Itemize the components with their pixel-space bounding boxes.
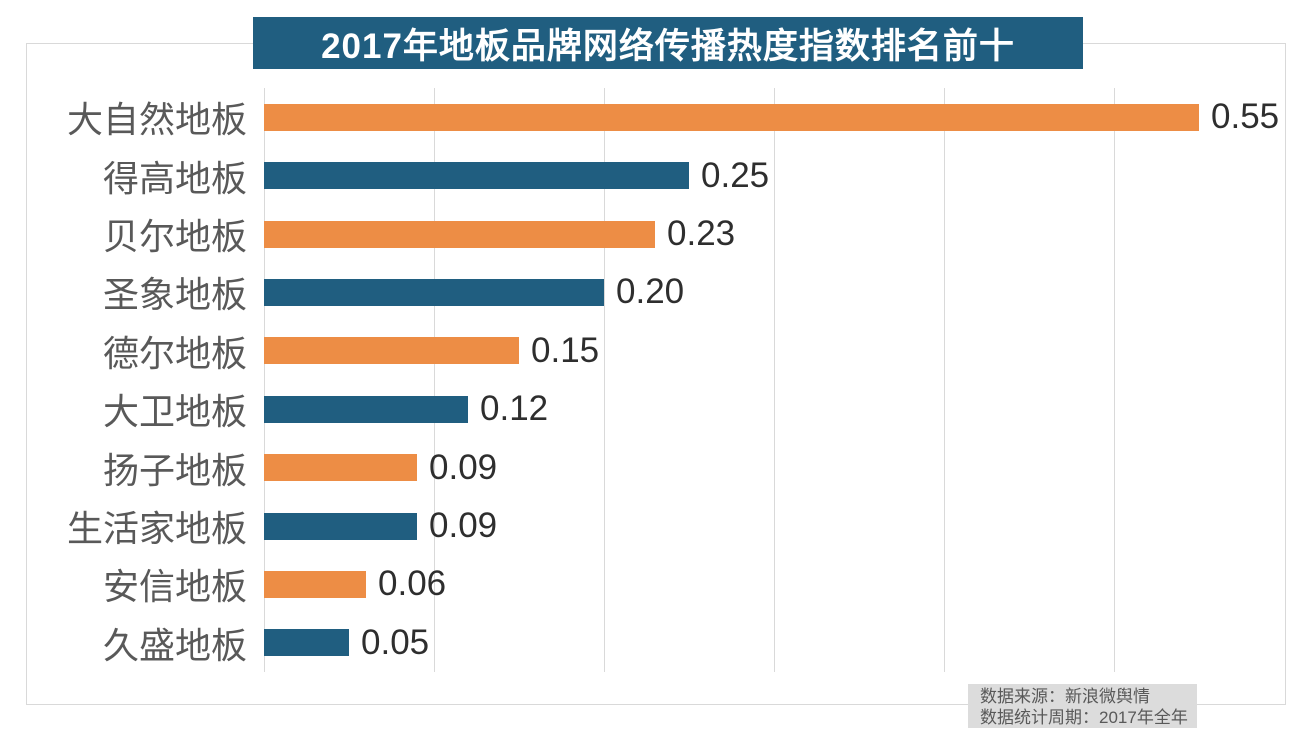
value-label: 0.12 xyxy=(480,389,549,429)
source-period-line: 数据统计周期：2017年全年 xyxy=(980,708,1188,727)
bar xyxy=(264,629,349,657)
vertical-gridline xyxy=(774,88,775,672)
category-label: 安信地板 xyxy=(102,566,247,608)
vertical-gridline xyxy=(264,88,265,672)
source-note: 数据来源：新浪微舆情 数据统计周期：2017年全年 xyxy=(968,684,1197,728)
chart-title: 2017年地板品牌网络传播热度指数排名前十 xyxy=(321,26,1015,66)
bar xyxy=(264,454,417,482)
bar xyxy=(264,570,366,598)
bar xyxy=(264,395,468,423)
value-label: 0.25 xyxy=(701,155,770,195)
bar xyxy=(264,162,689,190)
vertical-gridline xyxy=(434,88,435,672)
category-label: 久盛地板 xyxy=(102,624,247,666)
chart-frame xyxy=(26,43,1286,705)
category-label: 大自然地板 xyxy=(66,99,247,141)
value-label: 0.20 xyxy=(616,272,685,312)
vertical-gridline xyxy=(604,88,605,672)
bar xyxy=(264,220,655,248)
value-label: 0.55 xyxy=(1211,97,1280,137)
bar xyxy=(264,103,1199,131)
value-label: 0.06 xyxy=(378,564,447,604)
source-line: 数据来源：新浪微舆情 xyxy=(980,687,1150,706)
value-label: 0.15 xyxy=(531,330,600,370)
category-label: 圣象地板 xyxy=(102,274,247,316)
value-label: 0.05 xyxy=(361,622,430,662)
category-label: 扬子地板 xyxy=(102,449,247,491)
category-label: 生活家地板 xyxy=(66,508,247,549)
chart-title-banner: 2017年地板品牌网络传播热度指数排名前十 xyxy=(253,17,1083,69)
bar xyxy=(264,512,417,540)
category-label: 得高地板 xyxy=(102,157,247,199)
bar xyxy=(264,337,519,365)
value-label: 0.09 xyxy=(429,506,498,545)
category-label: 德尔地板 xyxy=(102,332,247,374)
vertical-gridline xyxy=(1114,88,1115,672)
bar xyxy=(264,278,604,306)
vertical-gridline xyxy=(944,88,945,672)
value-label: 0.23 xyxy=(667,214,736,253)
category-label: 大卫地板 xyxy=(102,391,247,433)
category-label: 贝尔地板 xyxy=(102,216,247,257)
value-label: 0.09 xyxy=(429,447,498,487)
plot-area: 大自然地板 0.55 得高地板 0.25 贝尔地板 0.23 圣象地板 0.20 德尔地板 0.1… xyxy=(67,88,1284,672)
